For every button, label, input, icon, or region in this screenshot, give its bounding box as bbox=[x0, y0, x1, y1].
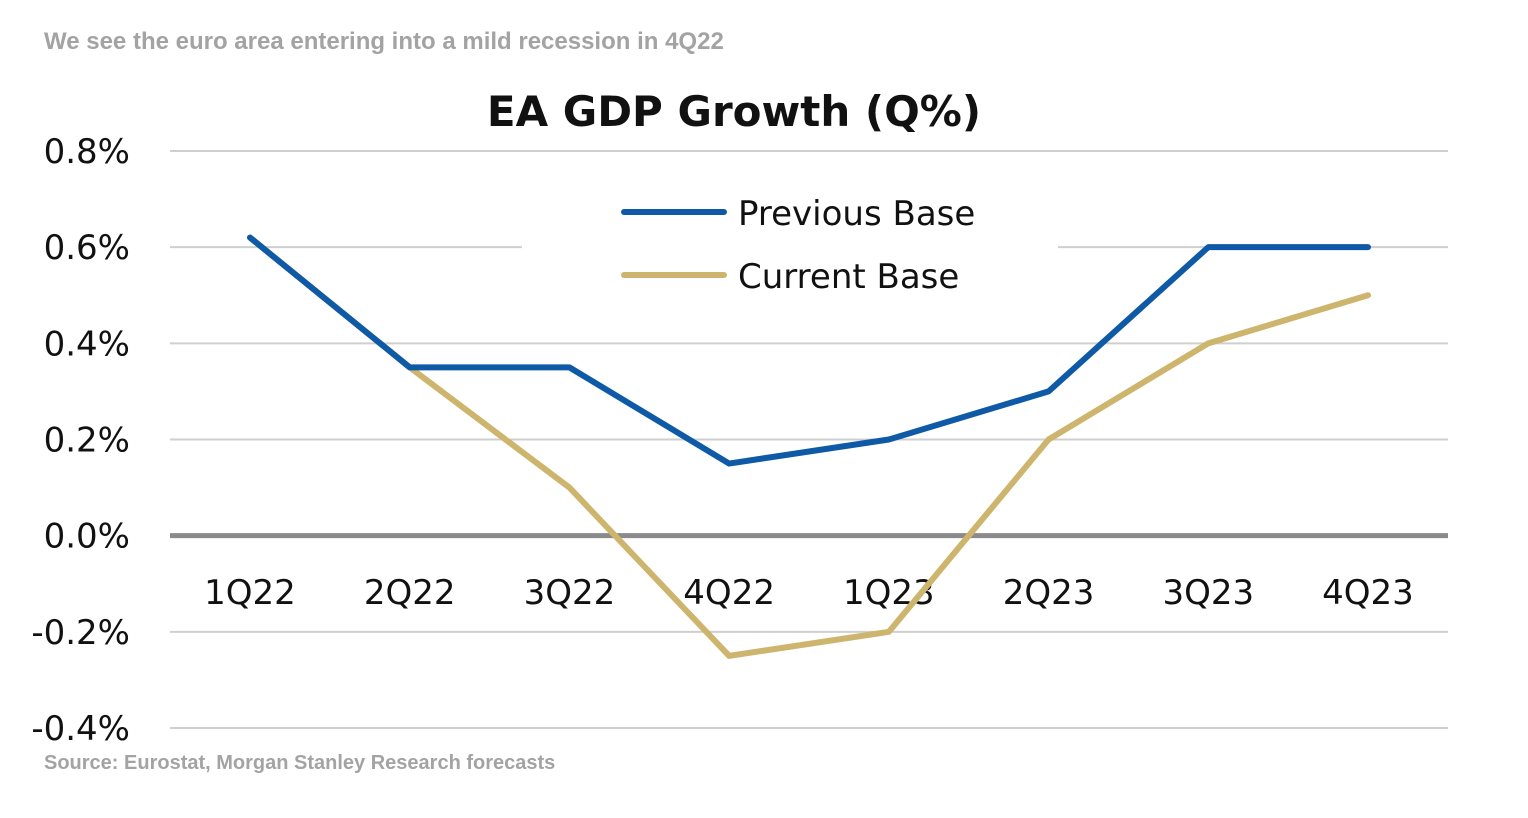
y-tick-label: -0.2% bbox=[31, 613, 130, 653]
x-tick-label: 2Q22 bbox=[364, 573, 456, 613]
chart-subtitle: We see the euro area entering into a mil… bbox=[44, 28, 724, 55]
y-tick-label: -0.4% bbox=[31, 709, 130, 749]
x-tick-label: 2Q23 bbox=[1003, 573, 1095, 613]
x-tick-label: 4Q22 bbox=[683, 573, 775, 613]
legend-background bbox=[522, 178, 1058, 300]
x-tick-label: 1Q22 bbox=[204, 573, 296, 613]
series-line-previous-base bbox=[247, 234, 1371, 467]
y-axis-ticks: 0.8% 0.6% 0.4% 0.2% 0.0% -0.2% -0.4% bbox=[31, 132, 130, 749]
x-tick-label: 4Q23 bbox=[1322, 573, 1414, 613]
y-tick-label: 0.6% bbox=[44, 228, 130, 268]
legend-label: Current Base bbox=[738, 257, 959, 297]
x-tick-label: 3Q23 bbox=[1162, 573, 1254, 613]
chart-title: EA GDP Growth (Q%) bbox=[487, 87, 981, 136]
y-tick-label: 0.0% bbox=[44, 517, 130, 557]
y-tick-label: 0.8% bbox=[44, 132, 130, 172]
series-line-current-base bbox=[247, 234, 1371, 659]
y-tick-label: 0.4% bbox=[44, 324, 130, 364]
source-note: Source: Eurostat, Morgan Stanley Researc… bbox=[44, 752, 556, 774]
y-tick-label: 0.2% bbox=[44, 421, 130, 461]
x-tick-label: 3Q22 bbox=[524, 573, 616, 613]
series-lines bbox=[247, 234, 1371, 659]
x-axis-ticks: 1Q22 2Q22 3Q22 4Q22 1Q23 2Q23 3Q23 4Q23 bbox=[204, 573, 1414, 613]
legend-label: Previous Base bbox=[738, 194, 975, 234]
legend: Previous Base Current Base bbox=[522, 178, 1058, 300]
